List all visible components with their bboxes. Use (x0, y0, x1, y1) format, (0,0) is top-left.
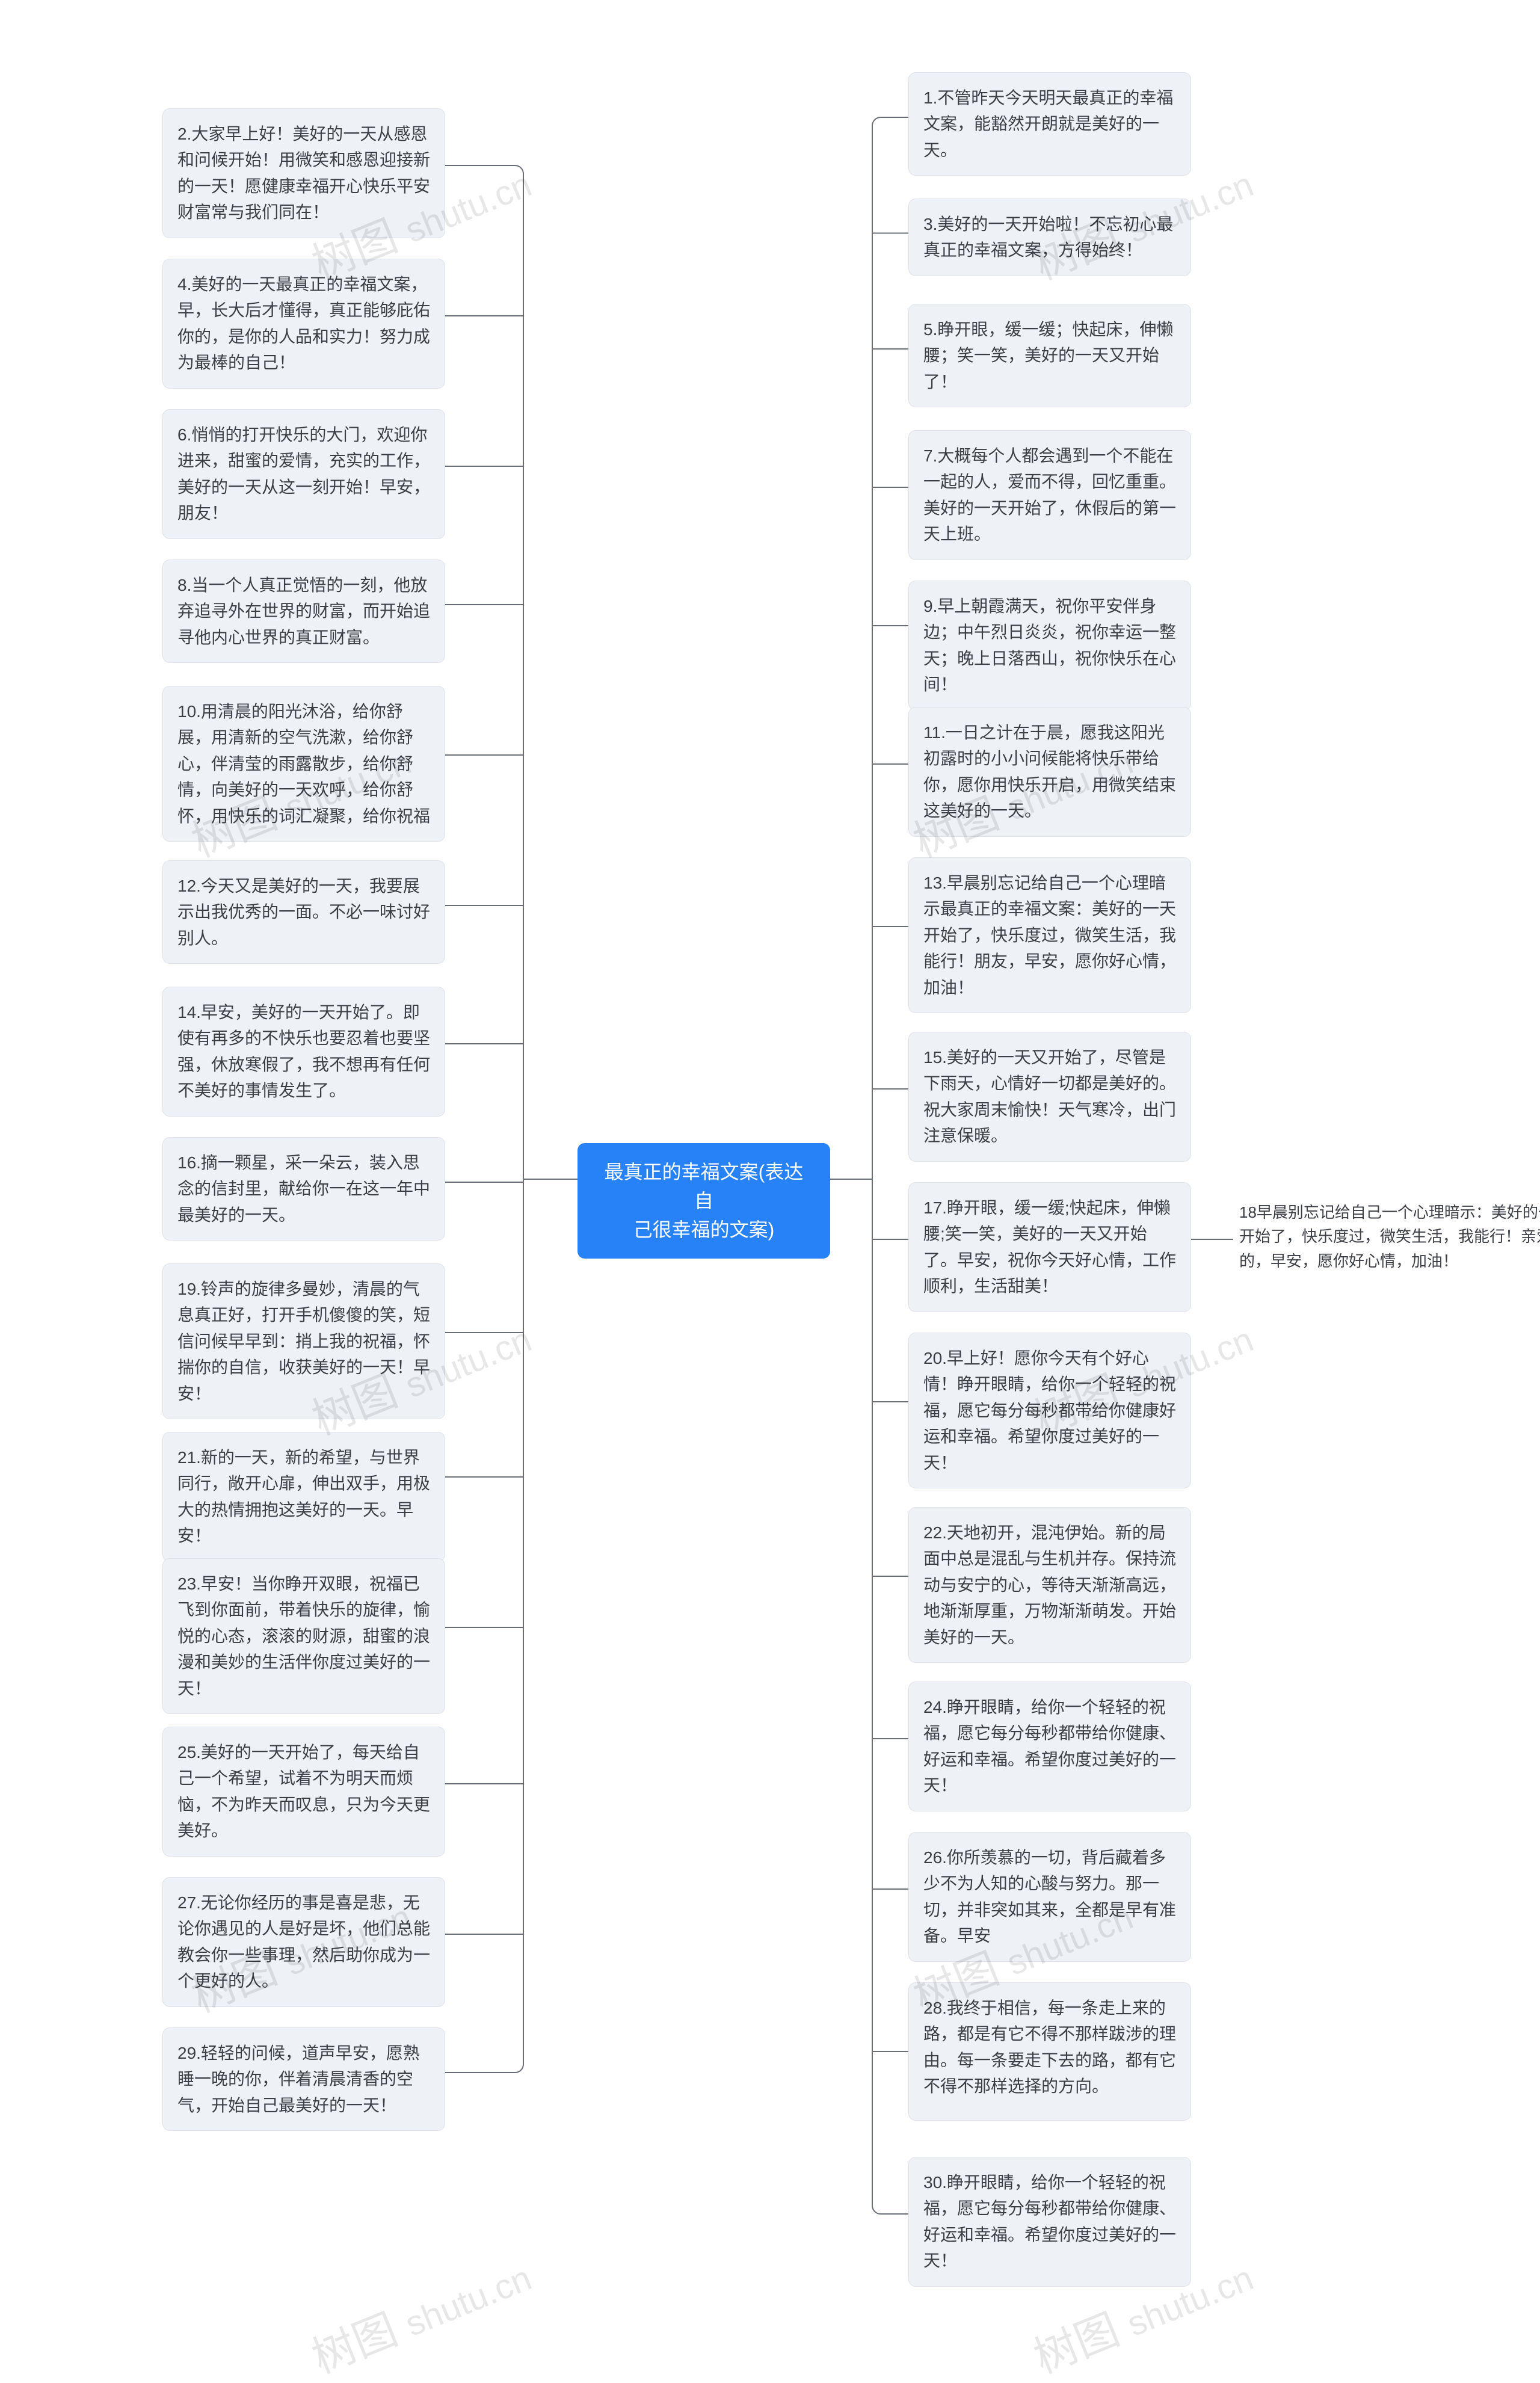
child-node-L12: 12.今天又是美好的一天，我要展示出我优秀的一面。不必一味讨好别人。 (162, 860, 445, 964)
root-node: 最真正的幸福文案(表达自 己很幸福的文案) (578, 1143, 830, 1259)
child-node-L29: 29.轻轻的问候，道声早安，愿熟睡一晚的你，伴着清晨清香的空气，开始自己最美好的… (162, 2027, 445, 2131)
child-node-L23: 23.早安！当你睁开双眼，祝福已飞到你面前，带着快乐的旋律，愉悦的心态，滚滚的财… (162, 1558, 445, 1714)
watermark: 树图 shutu.cn (301, 2240, 539, 2383)
child-node-R13: 13.早晨别忘记给自己一个心理暗示最真正的幸福文案：美好的一天开始了，快乐度过，… (908, 857, 1191, 1013)
child-node-R9: 9.早上朝霞满天，祝你平安伴身边；中午烈日炎炎，祝你幸运一整天；晚上日落西山，祝… (908, 581, 1191, 711)
child-node-L2: 2.大家早上好！美好的一天从感恩和问候开始！用微笑和感恩迎接新的一天！愿健康幸福… (162, 108, 445, 238)
child-node-R15: 15.美好的一天又开始了，尽管是下雨天，心情好一切都是美好的。祝大家周末愉快！天… (908, 1032, 1191, 1162)
child-node-R7: 7.大概每个人都会遇到一个不能在一起的人，爱而不得，回忆重重。美好的一天开始了，… (908, 430, 1191, 560)
child-node-L25: 25.美好的一天开始了，每天给自己一个希望，试着不为明天而烦恼，不为昨天而叹息，… (162, 1727, 445, 1857)
child-node-L19: 19.铃声的旋律多曼妙，清晨的气息真正好，打开手机傻傻的笑，短信问候早早到：捎上… (162, 1263, 445, 1419)
child-node-R28: 28.我终于相信，每一条走上来的路，都是有它不得不那样跋涉的理由。每一条要走下去… (908, 1982, 1191, 2121)
child-node-L6: 6.悄悄的打开快乐的大门，欢迎你进来，甜蜜的爱情，充实的工作，美好的一天从这一刻… (162, 409, 445, 539)
child-node-R30: 30.睁开眼睛，给你一个轻轻的祝福，愿它每分每秒都带给你健康、好运和幸福。希望你… (908, 2157, 1191, 2287)
child-node-L21: 21.新的一天，新的希望，与世界同行，敞开心扉，伸出双手，用极大的热情拥抱这美好… (162, 1432, 445, 1562)
child-node-R3: 3.美好的一天开始啦！不忘初心最真正的幸福文案，方得始终！ (908, 199, 1191, 276)
child-node-R5: 5.睁开眼，缓一缓；快起床，伸懒腰；笑一笑，美好的一天又开始了！ (908, 304, 1191, 407)
child-node-L4: 4.美好的一天最真正的幸福文案，早，长大后才懂得，真正能够庇佑你的，是你的人品和… (162, 259, 445, 389)
child-node-L14: 14.早安，美好的一天开始了。即使有再多的不快乐也要忍着也要坚强，休放寒假了，我… (162, 987, 445, 1117)
child-node-R17: 17.睁开眼，缓一缓;快起床，伸懒腰;笑一笑，美好的一天又开始了。早安，祝你今天… (908, 1182, 1191, 1312)
child-node-R11: 11.一日之计在于晨，愿我这阳光初露时的小小问候能将快乐带给你，愿你用快乐开启，… (908, 707, 1191, 837)
child-node-R20: 20.早上好！愿你今天有个好心情！睁开眼睛，给你一个轻轻的祝福，愿它每分每秒都带… (908, 1333, 1191, 1488)
child-node-R24: 24.睁开眼睛，给你一个轻轻的祝福，愿它每分每秒都带给你健康、好运和幸福。希望你… (908, 1682, 1191, 1811)
child-node-L8: 8.当一个人真正觉悟的一刻，他放弃追寻外在世界的财富，而开始追寻他内心世界的真正… (162, 560, 445, 663)
mindmap-canvas: 最真正的幸福文案(表达自 己很幸福的文案) 2.大家早上好！美好的一天从感恩和问… (0, 0, 1540, 2383)
grandchild-node-R17: 18早晨别忘记给自己一个心理暗示：美好的一天开始了，快乐度过，微笑生活，我能行！… (1239, 1200, 1540, 1273)
child-node-L16: 16.摘一颗星，采一朵云，装入思念的信封里，献给你一在这一年中最美好的一天。 (162, 1137, 445, 1241)
child-node-R26: 26.你所羡慕的一切，背后藏着多少不为人知的心酸与努力。那一切，并非突如其来，全… (908, 1832, 1191, 1962)
child-node-R1: 1.不管昨天今天明天最真正的幸福文案，能豁然开朗就是美好的一天。 (908, 72, 1191, 176)
child-node-L27: 27.无论你经历的事是喜是悲，无论你遇见的人是好是坏，他们总能教会你一些事理，然… (162, 1877, 445, 2007)
child-node-L10: 10.用清晨的阳光沐浴，给你舒展，用清新的空气洗漱，给你舒心，伴清莹的雨露散步，… (162, 686, 445, 842)
child-node-R22: 22.天地初开，混沌伊始。新的局面中总是混乱与生机并存。保持流动与安宁的心，等待… (908, 1507, 1191, 1663)
